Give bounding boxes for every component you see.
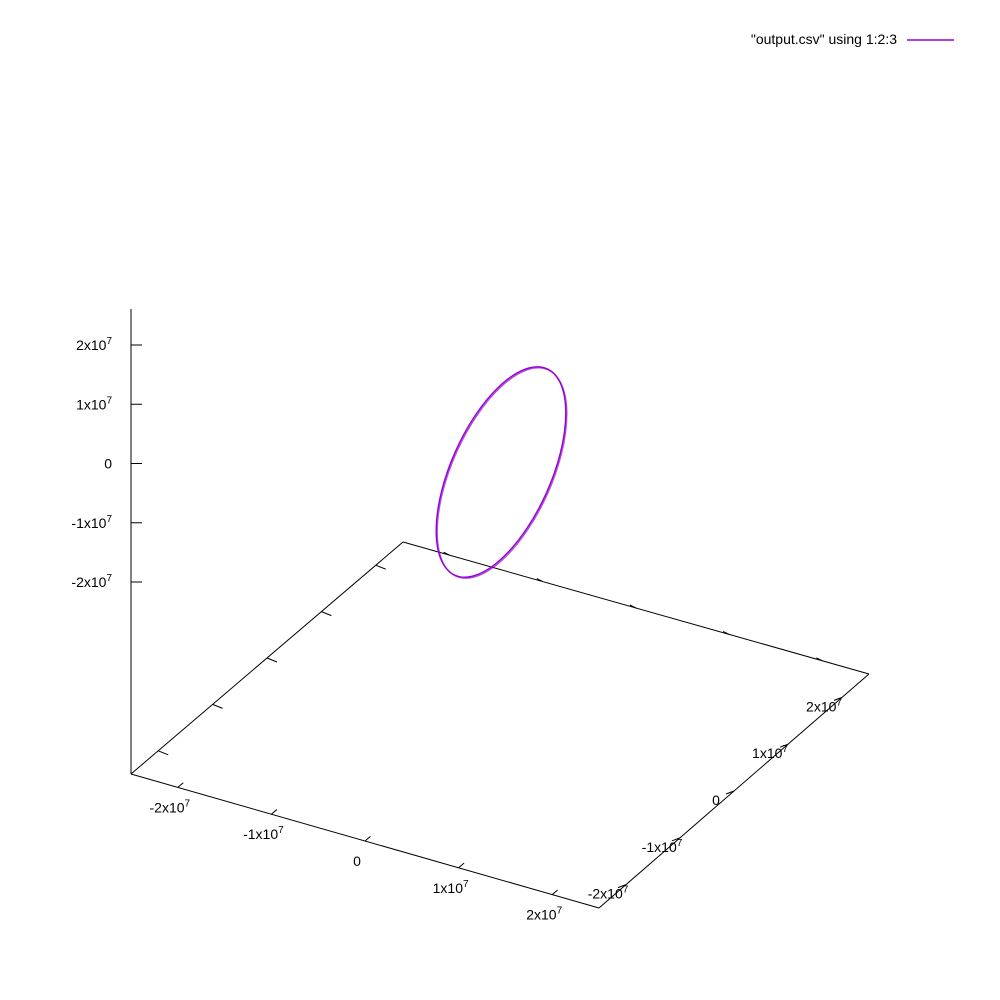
y-tick-back [158,750,169,756]
y-tick-back [266,657,278,663]
x-tick-back [443,551,450,556]
y-tick [833,696,843,701]
x-tick-back [629,604,637,609]
x-tick-label: 2x107 [526,906,562,923]
z-tick-label: -2x107 [71,573,112,590]
x-tick-back [722,630,730,635]
ticks-layer: -2x107 -1x107 0 1x107 2x107 -2x107 -1x107 0 1x10… [71,336,842,923]
y-tick-back [321,611,332,617]
orbit-curve-trace [436,367,568,579]
orbit-curve [435,366,567,578]
y-tick-back [212,703,223,709]
x-tick-label: 0 [353,853,361,869]
y-tick-label: 0 [712,792,720,808]
axes-layer [130,309,870,909]
x-tick-label: -1x107 [243,825,284,842]
y-tick [671,837,681,842]
y-tick-label: -2x107 [588,885,629,902]
legend-label: "output.csv" using 1:2:3 [751,31,897,47]
z-tick-label: 2x107 [76,336,112,353]
x-tick [551,889,558,895]
y-tick-back [375,564,386,570]
y-tick-label: 2x107 [806,697,842,714]
y-tick [779,743,789,748]
z-tick-label: -1x107 [71,514,112,531]
y-tick [617,884,627,889]
x-tick [271,809,278,815]
x-tick-label: -2x107 [150,798,191,815]
z-tick-label: 1x107 [76,395,112,412]
series-layer [435,366,568,579]
legend: "output.csv" using 1:2:3 [751,31,954,47]
x-tick-back [816,657,823,662]
y-tick [725,790,735,795]
y-tick-label: -1x107 [642,838,683,855]
x-tick [458,862,465,869]
x-tick-label: 1x107 [433,879,469,896]
y-tick-label: 1x107 [752,744,788,761]
z-tick-label: 0 [104,456,112,472]
x-tick [364,835,371,842]
x-tick-back [536,578,544,583]
x-tick [177,782,184,788]
